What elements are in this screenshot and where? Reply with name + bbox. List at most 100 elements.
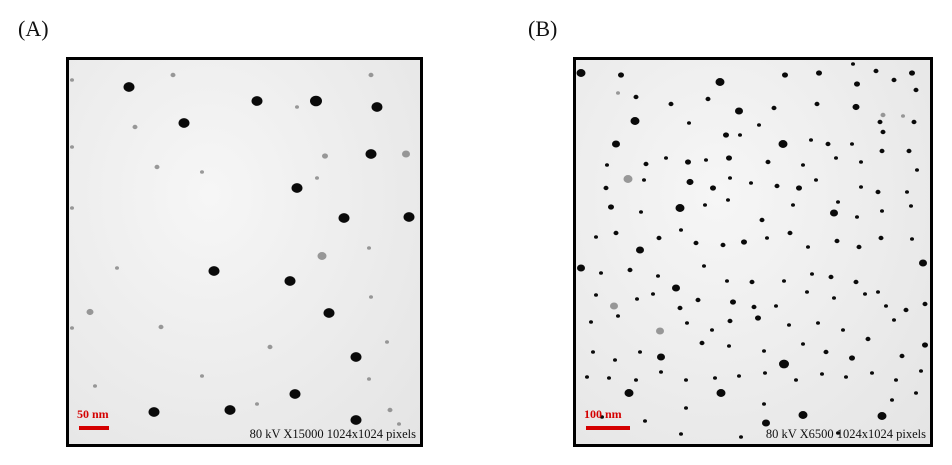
nanoparticle: [704, 158, 708, 162]
nanoparticle: [693, 240, 699, 246]
nanoparticle: [639, 210, 643, 214]
nanoparticle: [267, 344, 273, 350]
nanoparticle: [851, 62, 855, 66]
nanoparticle: [664, 156, 668, 160]
nanoparticle: [322, 153, 328, 159]
nanoparticle: [115, 266, 119, 270]
nanoparticle: [870, 371, 874, 375]
microscope-info-a: 80 kV X15000 1024x1024 pixels: [249, 427, 416, 441]
nanoparticle: [726, 198, 730, 202]
nanoparticle: [798, 411, 808, 419]
nanoparticle: [716, 389, 726, 397]
nanoparticle: [876, 290, 880, 294]
particle-field-b: [576, 62, 928, 439]
nanoparticle: [643, 419, 647, 423]
nanoparticle: [894, 378, 898, 382]
nanoparticle: [791, 203, 795, 207]
nanoparticle: [828, 274, 834, 280]
nanoparticle: [675, 204, 685, 212]
nanoparticle: [672, 284, 680, 292]
nanoparticle: [901, 114, 905, 118]
tem-image-panel-a: 50 nm 80 kV X15000 1024x1024 pixels: [66, 57, 423, 447]
nanoparticle: [148, 407, 160, 417]
nanoparticle: [782, 279, 786, 283]
nanoparticle: [844, 375, 848, 379]
nanoparticle: [634, 378, 638, 382]
nanoparticle: [255, 402, 259, 406]
nanoparticle: [853, 279, 859, 285]
nanoparticle: [755, 315, 761, 321]
nanoparticle: [922, 301, 928, 307]
nanoparticle: [787, 230, 793, 236]
nanoparticle: [585, 375, 589, 379]
nanoparticle: [915, 168, 919, 172]
nanoparticle: [751, 304, 757, 310]
nanoparticle: [317, 252, 327, 260]
panel-a-label: (A): [18, 16, 49, 41]
nanoparticle: [623, 175, 633, 183]
nanoparticle: [323, 308, 335, 318]
nanoparticle: [702, 264, 706, 268]
nanoparticle: [685, 321, 689, 325]
nanoparticle: [809, 138, 813, 142]
scale-bar-a: [79, 426, 109, 430]
nanoparticle: [633, 94, 639, 100]
nanoparticle: [713, 376, 717, 380]
panel-b-label: (B): [528, 16, 558, 41]
nanoparticle: [624, 389, 634, 397]
nanoparticle: [730, 299, 736, 305]
nanoparticle: [919, 259, 927, 267]
nanoparticle: [899, 353, 905, 359]
nanoparticle: [402, 150, 410, 158]
nanoparticle: [738, 133, 742, 137]
nanoparticle: [576, 69, 586, 77]
nanoparticle: [703, 203, 707, 207]
nanoparticle: [735, 107, 743, 115]
nanoparticle: [613, 230, 619, 236]
nanoparticle: [70, 326, 74, 330]
nanoparticle: [825, 141, 831, 147]
nanoparticle: [880, 112, 886, 118]
nanoparticle: [749, 279, 755, 285]
nanoparticle: [762, 419, 770, 427]
nanoparticle: [284, 276, 296, 286]
nanoparticle: [880, 209, 884, 213]
nanoparticle: [679, 432, 683, 436]
nanoparticle: [909, 204, 913, 208]
nanoparticle: [814, 101, 820, 107]
nanoparticle: [70, 78, 74, 82]
nanoparticle: [70, 206, 74, 210]
nanoparticle: [589, 320, 593, 324]
nanoparticle: [794, 378, 798, 382]
nanoparticle: [877, 119, 883, 125]
particle-field-a: [70, 72, 415, 426]
nanoparticle: [610, 302, 618, 310]
nanoparticle: [591, 350, 595, 354]
nanoparticle: [132, 124, 138, 130]
nanoparticle: [720, 242, 726, 248]
nanoparticle: [763, 371, 767, 375]
nanoparticle: [605, 163, 609, 167]
nanoparticle: [779, 359, 789, 369]
nanoparticle: [397, 422, 401, 426]
nanoparticle: [836, 431, 840, 435]
nanoparticle: [310, 95, 322, 107]
nanoparticle: [656, 274, 660, 278]
nanoparticle: [618, 72, 624, 78]
nanoparticle: [836, 200, 840, 204]
nanoparticle: [879, 148, 885, 154]
nanoparticle: [643, 161, 649, 167]
nanoparticle: [749, 181, 753, 185]
scale-bar-label-a: 50 nm: [77, 407, 109, 421]
nanoparticle: [805, 290, 809, 294]
nanoparticle: [699, 340, 705, 346]
nanoparticle: [774, 304, 778, 308]
nanoparticle: [715, 78, 725, 86]
nanoparticle: [906, 148, 912, 154]
nanoparticle: [686, 178, 694, 186]
nanoparticle: [852, 103, 860, 111]
nanoparticle: [687, 121, 691, 125]
nanoparticle: [613, 358, 617, 362]
nanoparticle: [859, 160, 863, 164]
tem-image-panel-b: 100 nm 80 kV X6500 1024x1024 pixels: [573, 57, 933, 447]
